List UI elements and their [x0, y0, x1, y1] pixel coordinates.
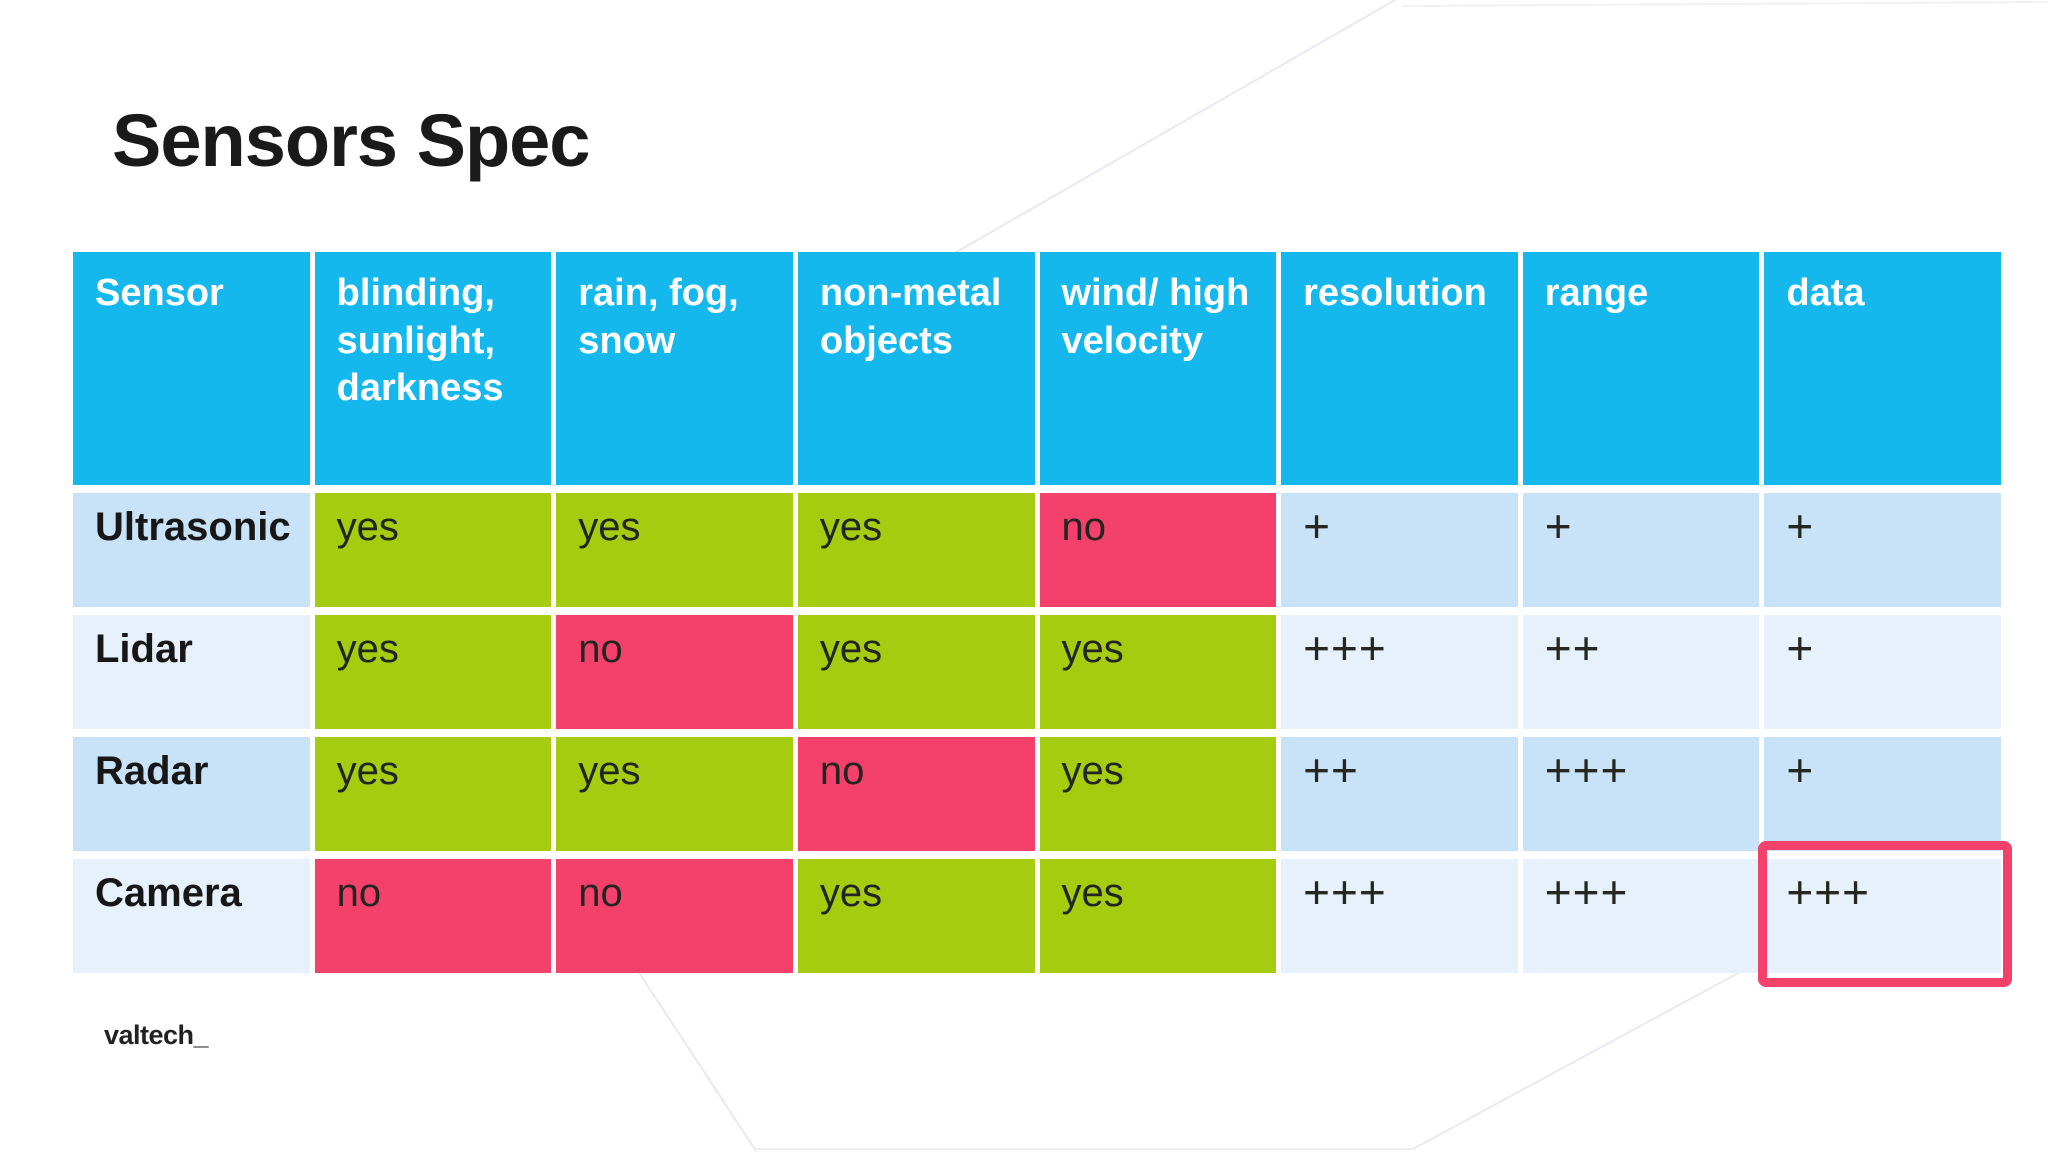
- table-cell: +: [1764, 493, 2001, 607]
- table-cell: +: [1764, 737, 2001, 851]
- table-cell: +++: [1281, 859, 1518, 973]
- table-cell: ++: [1522, 615, 1760, 729]
- table-cell: yes: [314, 493, 552, 607]
- sensors-spec-table: Sensor blinding, sunlight, darkness rain…: [73, 252, 2001, 973]
- row-label-lidar: Lidar: [73, 615, 310, 729]
- row-label-ultrasonic: Ultrasonic: [73, 493, 310, 607]
- column-header-resolution: resolution: [1281, 252, 1518, 485]
- table-cell: +++: [1281, 615, 1518, 729]
- table-cell: no: [314, 859, 552, 973]
- table-cell: +++: [1522, 859, 1760, 973]
- table-cell: yes: [556, 737, 793, 851]
- column-header-sensor: Sensor: [73, 252, 310, 485]
- table-cell: +++: [1764, 859, 2001, 973]
- column-header-blinding-sunlight-darkness: blinding, sunlight, darkness: [314, 252, 552, 485]
- column-header-rain-fog-snow: rain, fog, snow: [556, 252, 793, 485]
- table-cell: yes: [1039, 859, 1277, 973]
- table-cell: no: [556, 615, 793, 729]
- table-cell: +: [1764, 615, 2001, 729]
- table-cell: yes: [797, 493, 1035, 607]
- valtech-logo: valtech_: [104, 1020, 209, 1050]
- table-cell: yes: [1039, 615, 1277, 729]
- table-cell: no: [556, 859, 793, 973]
- table-cell: +: [1281, 493, 1518, 607]
- highlight-box-camera-data-cell: [1758, 841, 2012, 987]
- table-cell: yes: [1039, 737, 1277, 851]
- table-cell: yes: [797, 859, 1035, 973]
- row-label-camera: Camera: [73, 859, 310, 973]
- table-cell: +: [1522, 493, 1760, 607]
- column-header-non-metal-objects: non-metal objects: [797, 252, 1035, 485]
- column-header-range: range: [1522, 252, 1760, 485]
- column-header-data: data: [1764, 252, 2001, 485]
- table-cell: yes: [556, 493, 793, 607]
- table-cell: no: [1039, 493, 1277, 607]
- page-title: Sensors Spec: [112, 99, 590, 182]
- table-cell: +++: [1522, 737, 1760, 851]
- table-cell: yes: [314, 737, 552, 851]
- table-cell: ++: [1281, 737, 1518, 851]
- table-cell: yes: [314, 615, 552, 729]
- table-cell: no: [797, 737, 1035, 851]
- row-label-radar: Radar: [73, 737, 310, 851]
- table-cell: yes: [797, 615, 1035, 729]
- column-header-wind-high-velocity: wind/ high velocity: [1039, 252, 1277, 485]
